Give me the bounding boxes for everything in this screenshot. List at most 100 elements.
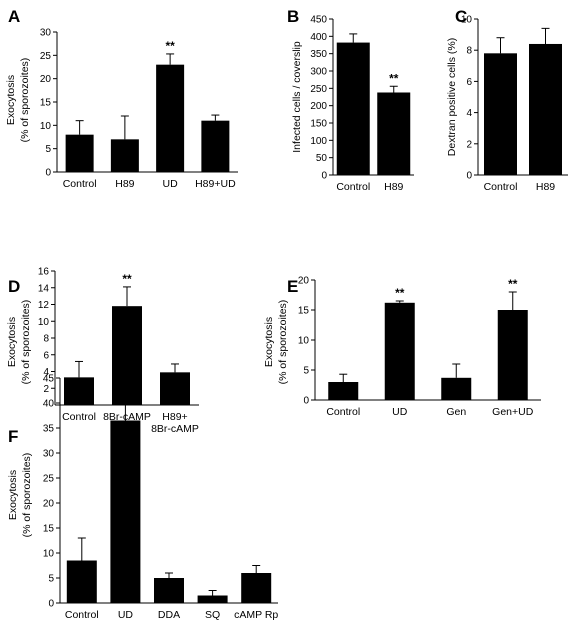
y-tick-label: 10 bbox=[461, 15, 473, 26]
panel-letter: E bbox=[287, 277, 298, 296]
bar bbox=[156, 64, 185, 172]
y-tick-label: 8 bbox=[43, 334, 49, 345]
y-axis-label: Exocytosis bbox=[6, 317, 18, 367]
significance-marker: ** bbox=[389, 71, 399, 85]
y-tick-label: 300 bbox=[310, 67, 327, 78]
y-tick-label: 30 bbox=[43, 449, 55, 460]
x-tick-label: DDA bbox=[158, 609, 180, 621]
y-tick-label: 150 bbox=[310, 119, 327, 130]
y-tick-label: 400 bbox=[310, 32, 327, 43]
bar bbox=[197, 595, 228, 603]
y-axis-label: Exocytosis bbox=[5, 75, 17, 125]
y-tick-label: 5 bbox=[45, 144, 51, 155]
bar bbox=[154, 578, 184, 603]
bar bbox=[110, 420, 141, 603]
x-tick-label: H89 bbox=[115, 178, 134, 190]
bar bbox=[328, 382, 359, 400]
bar bbox=[160, 372, 190, 405]
panel-a: A 0 5 10 15 20 25 30 Exocytosis (% of sporozoites… bbox=[5, 7, 238, 190]
x-tick-label: Gen bbox=[446, 406, 466, 418]
bar bbox=[336, 42, 370, 175]
x-tick-label: Control bbox=[65, 609, 99, 621]
y-tick-label: 2 bbox=[43, 384, 49, 395]
x-tick-label: H89+UD bbox=[195, 178, 236, 190]
y-tick-label: 25 bbox=[43, 474, 55, 485]
bar bbox=[201, 120, 230, 172]
x-tick-label: UD bbox=[163, 178, 179, 190]
y-tick-label: 350 bbox=[310, 49, 327, 60]
y-tick-label: 0 bbox=[45, 168, 51, 179]
x-tick-label: Control bbox=[484, 181, 518, 193]
panel-letter: C bbox=[455, 7, 467, 26]
panel-letter: D bbox=[8, 277, 20, 296]
significance-marker: ** bbox=[508, 277, 518, 291]
y-tick-label: 16 bbox=[38, 267, 50, 278]
significance-marker: ** bbox=[122, 272, 132, 286]
y-tick-label: 15 bbox=[298, 306, 310, 317]
bar bbox=[66, 560, 97, 603]
bar bbox=[484, 53, 517, 175]
y-tick-label: 5 bbox=[48, 574, 54, 585]
y-tick-label: 35 bbox=[43, 424, 55, 435]
x-tick-label: Control bbox=[336, 181, 370, 193]
bar bbox=[112, 306, 142, 405]
y-axis-label: Exocytosis bbox=[263, 317, 275, 367]
y-tick-label: 10 bbox=[43, 549, 55, 560]
bar bbox=[384, 302, 415, 400]
panel-letter: B bbox=[287, 7, 299, 26]
bar bbox=[497, 310, 528, 400]
bar bbox=[64, 377, 94, 405]
significance-marker: ** bbox=[121, 386, 131, 400]
panel-c: C 0 2 4 6 8 10 Dextran positive cells (%) Contro… bbox=[446, 7, 568, 193]
y-tick-label: 10 bbox=[40, 121, 52, 132]
x-tick-label: cAMP Rp bbox=[234, 609, 278, 621]
bar bbox=[241, 573, 272, 603]
y-tick-label: 10 bbox=[38, 317, 50, 328]
y-tick-label: 50 bbox=[316, 153, 328, 164]
y-tick-label: 0 bbox=[466, 171, 472, 182]
bar bbox=[65, 134, 94, 172]
y-axis-label: Dextran positive cells (%) bbox=[446, 38, 458, 156]
panel-b: B 0 50 100 150 200 250 300 350 400 450 Infected cel… bbox=[287, 7, 414, 193]
y-axis-label: (% of sporozoites) bbox=[20, 300, 32, 385]
bar bbox=[110, 139, 139, 172]
x-tick-label: 8Br-cAMP bbox=[151, 423, 199, 435]
y-tick-label: 8 bbox=[466, 46, 472, 57]
y-tick-label: 20 bbox=[43, 499, 55, 510]
x-tick-label: SQ bbox=[205, 609, 220, 621]
y-axis-label: Exocytosis bbox=[7, 470, 19, 520]
panel-f: F 0 5 10 15 20 25 30 35 40 45 Exocytosis (% of sporo… bbox=[7, 374, 278, 622]
x-tick-label: UD bbox=[392, 406, 408, 418]
y-tick-label: 20 bbox=[298, 276, 310, 287]
bar bbox=[441, 377, 472, 400]
y-tick-label: 12 bbox=[38, 300, 50, 311]
y-tick-label: 250 bbox=[310, 84, 327, 95]
x-tick-label: H89 bbox=[536, 181, 555, 193]
y-axis-label: (% of sporozoites) bbox=[19, 58, 31, 143]
significance-marker: ** bbox=[395, 286, 405, 300]
bar bbox=[377, 92, 411, 175]
y-axis-label: Infected cells / coverslip bbox=[291, 41, 303, 153]
y-tick-label: 40 bbox=[43, 399, 55, 410]
y-tick-label: 20 bbox=[40, 74, 52, 85]
x-tick-label: Control bbox=[62, 411, 96, 423]
y-tick-label: 0 bbox=[321, 171, 327, 182]
y-tick-label: 10 bbox=[298, 336, 310, 347]
y-tick-label: 15 bbox=[43, 524, 55, 535]
bar bbox=[529, 43, 562, 176]
x-tick-label: H89 bbox=[384, 181, 403, 193]
y-axis-label: (% of sporozoites) bbox=[21, 453, 33, 538]
panel-letter: F bbox=[8, 427, 18, 446]
y-tick-label: 45 bbox=[43, 374, 55, 385]
panel-letter: A bbox=[8, 7, 20, 26]
y-tick-label: 5 bbox=[303, 366, 309, 377]
y-tick-label: 30 bbox=[40, 28, 52, 39]
y-tick-label: 0 bbox=[48, 599, 54, 610]
panel-e: E 0 5 10 15 20 Exocytosis (% of sporozoites) Con… bbox=[263, 276, 541, 418]
x-tick-label: UD bbox=[118, 609, 134, 621]
x-tick-label: Control bbox=[63, 178, 97, 190]
x-tick-label: Control bbox=[326, 406, 360, 418]
y-tick-label: 25 bbox=[40, 51, 52, 62]
x-tick-label: 8Br-cAMP bbox=[103, 411, 151, 423]
